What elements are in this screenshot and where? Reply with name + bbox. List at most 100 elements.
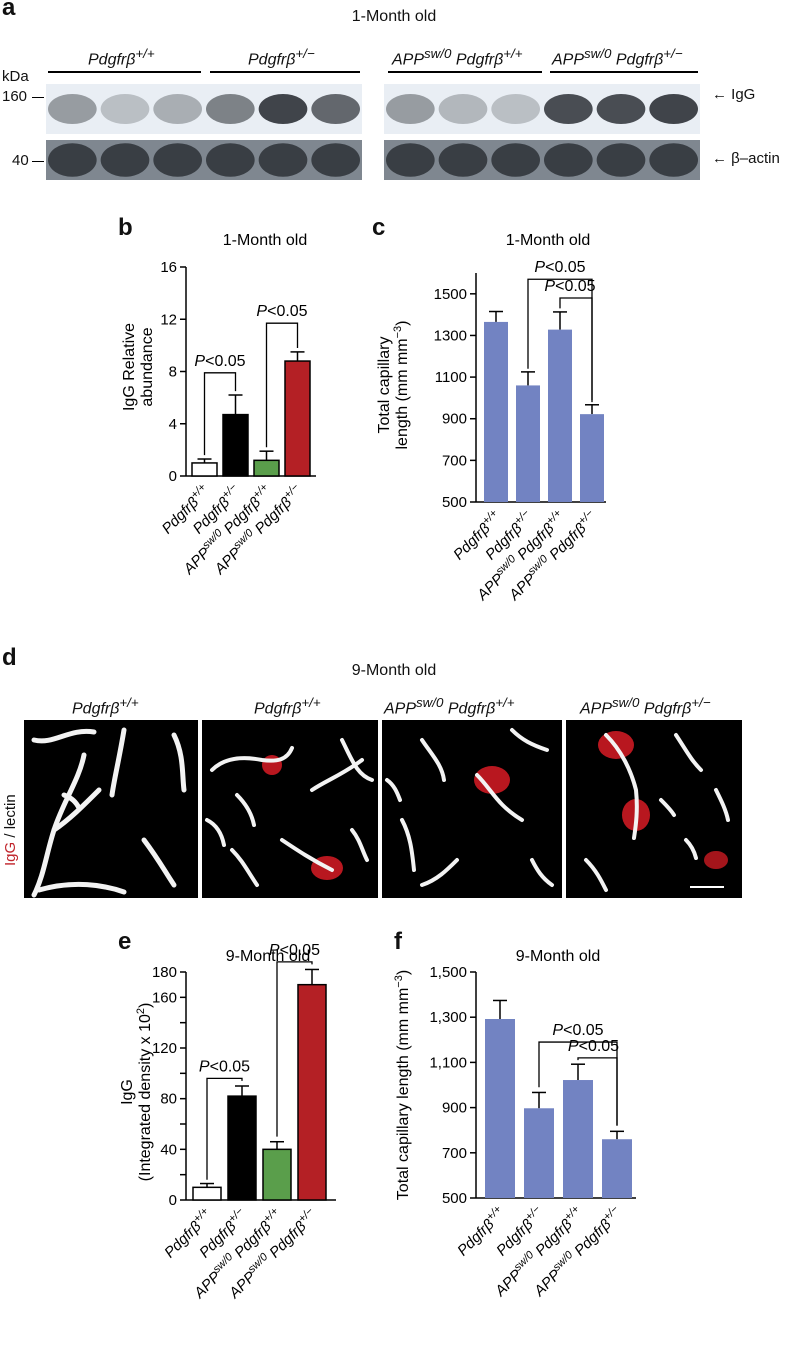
blot-band xyxy=(48,94,97,124)
blot-band xyxy=(544,143,593,177)
y-tick-label: 900 xyxy=(442,411,467,428)
p-value-label: P<0.05 xyxy=(199,1058,250,1075)
significance-bracket xyxy=(206,1077,243,1180)
marker-160: 160 xyxy=(2,88,28,105)
blot-band xyxy=(438,94,488,124)
image-label-2: Pdgfrβ+/+ xyxy=(254,695,321,718)
bar xyxy=(262,1148,292,1201)
y-tick-label: 16 xyxy=(160,259,177,276)
micrograph-1 xyxy=(24,720,198,898)
image-label-4: APPsw/0 Pdgfrβ+/− xyxy=(580,695,711,718)
y-tick-label: 120 xyxy=(152,1040,177,1057)
blot-band xyxy=(100,143,150,177)
panel-a-letter: a xyxy=(2,0,16,21)
y-tick-label: 4 xyxy=(169,416,177,433)
blot-band xyxy=(48,143,97,177)
panel-f-letter: f xyxy=(394,928,402,955)
panel-b-letter: b xyxy=(118,214,133,241)
p-value-label: P<0.05 xyxy=(269,942,320,959)
igg-bands-left xyxy=(48,94,360,124)
y-tick-label: 180 xyxy=(152,964,177,981)
blot-band xyxy=(206,94,255,124)
group-label-3: APPsw/0 Pdgfrβ+/+ xyxy=(392,46,523,69)
bar xyxy=(192,1186,222,1201)
chart-b: 1-Month old 0 4 8 12 16 IgG Relative abundance P… xyxy=(121,232,316,578)
actin-blot-left xyxy=(46,140,362,180)
group-underline-3 xyxy=(388,71,542,73)
actin-arrow-label: ← β–actin xyxy=(712,150,780,167)
chart-f: 9-Month old 500 700 900 1,100 1,300 1,500 Total… xyxy=(393,948,636,1300)
y-axis-label: IgG Relative xyxy=(121,323,138,411)
blot-band xyxy=(311,143,360,177)
y-tick-label: 700 xyxy=(442,452,467,469)
bar xyxy=(602,1139,632,1198)
bar xyxy=(284,360,311,477)
igg-arrow-label: ← IgG xyxy=(712,86,756,103)
significance-bracket xyxy=(203,372,237,456)
bar xyxy=(563,1080,593,1198)
bar xyxy=(484,321,508,502)
y-tick-label: 1100 xyxy=(435,369,467,386)
blot-band xyxy=(649,94,698,124)
bar xyxy=(516,385,540,502)
y-axis-label: abundance xyxy=(139,327,156,406)
marker-160-tick xyxy=(32,97,44,98)
blot-band xyxy=(386,94,435,124)
blot-band xyxy=(206,143,255,177)
chart-title: 9-Month old xyxy=(226,948,311,965)
p-value-label: P<0.05 xyxy=(568,1038,619,1055)
chart-e: 9-Month old 0 40 80 120 160 180 IgG (Integrated … xyxy=(119,942,336,1302)
significance-bracket xyxy=(577,1057,618,1126)
blot-band xyxy=(258,94,308,124)
y-tick-label: 1500 xyxy=(434,286,467,303)
image-label-1: Pdgfrβ+/+ xyxy=(72,695,139,718)
panel-c-letter: c xyxy=(372,214,386,241)
bar xyxy=(297,983,327,1201)
actin-bands-right xyxy=(386,143,698,177)
igg-blot-right xyxy=(384,84,700,134)
y-tick-label: 1,500 xyxy=(429,964,467,981)
group-label-2: Pdgfrβ+/− xyxy=(248,46,315,69)
y-tick-label: 1300 xyxy=(434,327,467,344)
micrograph-4 xyxy=(566,720,742,898)
bar xyxy=(222,413,249,477)
bar xyxy=(580,414,604,502)
panel-d-letter: d xyxy=(2,644,17,671)
y-axis-label: IgG xyxy=(119,1079,136,1105)
bar xyxy=(485,1019,515,1198)
bar xyxy=(191,462,218,477)
panel-e-letter: e xyxy=(118,928,132,955)
micrograph-2 xyxy=(202,720,378,898)
y-tick-label: 0 xyxy=(169,1192,177,1209)
blot-band xyxy=(596,94,646,124)
y-axis-label: length (mm mm−3) xyxy=(392,321,411,450)
blot-band xyxy=(596,143,646,177)
y-tick-label: 160 xyxy=(152,989,177,1006)
p-value-label: P<0.05 xyxy=(534,259,585,276)
chart-title: 1-Month old xyxy=(506,232,591,249)
y-tick-label: 1,300 xyxy=(429,1009,467,1026)
blot-band xyxy=(100,94,150,124)
group-underline-2 xyxy=(210,71,360,73)
y-tick-label: 500 xyxy=(442,494,467,511)
y-tick-label: 500 xyxy=(442,1190,467,1207)
p-value-label: P<0.05 xyxy=(256,303,307,320)
y-tick-label: 0 xyxy=(169,468,177,485)
group-underline-4 xyxy=(550,71,698,73)
micrograph-3 xyxy=(382,720,562,898)
blot-band xyxy=(491,94,540,124)
blot-band xyxy=(649,143,698,177)
bar xyxy=(524,1108,554,1198)
blot-band xyxy=(258,143,308,177)
side-label: IgG / lectin xyxy=(0,760,22,870)
group-label-1: Pdgfrβ+/+ xyxy=(88,46,155,69)
blot-band xyxy=(386,143,435,177)
side-label-lectin: / lectin xyxy=(2,794,19,842)
y-tick-label: 1,100 xyxy=(429,1054,467,1071)
actin-bands-left xyxy=(48,143,360,177)
bar xyxy=(548,329,572,502)
y-axis-label: Total capillary length (mm mm−3) xyxy=(393,970,412,1200)
kda-label: kDa xyxy=(2,68,29,85)
y-tick-label: 12 xyxy=(160,311,177,328)
y-tick-label: 40 xyxy=(160,1141,177,1158)
